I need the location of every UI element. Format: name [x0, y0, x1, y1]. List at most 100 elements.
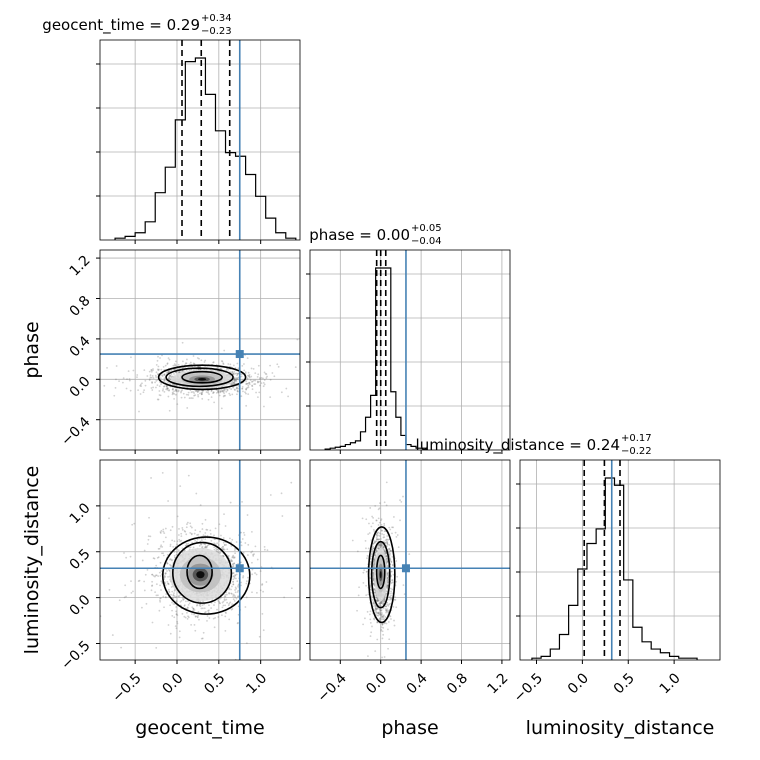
sample-point	[198, 618, 200, 621]
sample-point	[380, 626, 383, 628]
sample-point	[202, 607, 204, 610]
sample-point	[374, 609, 377, 612]
sample-point	[232, 563, 234, 566]
sample-point	[230, 382, 233, 385]
sample-point	[372, 545, 375, 548]
sample-point	[187, 474, 190, 477]
sample-point	[172, 596, 174, 599]
sample-point	[369, 610, 372, 613]
sample-point	[216, 542, 219, 545]
sample-point	[177, 389, 180, 392]
sample-point	[386, 539, 388, 541]
sample-point	[165, 561, 168, 564]
sample-point	[185, 666, 187, 668]
sample-point	[233, 556, 236, 559]
sample-point	[194, 629, 197, 632]
sample-point	[383, 600, 386, 602]
sample-point	[151, 375, 154, 377]
sample-point	[222, 537, 225, 539]
sample-point	[242, 531, 245, 534]
sample-point	[222, 363, 225, 366]
sample-point	[233, 556, 236, 559]
sample-point	[382, 544, 385, 547]
y-axis-label: luminosity_distance	[21, 466, 43, 655]
x-tick-label: −0.5	[511, 670, 546, 705]
sample-point	[169, 378, 172, 380]
sample-point	[371, 551, 373, 553]
sample-point	[236, 393, 238, 396]
sample-point	[294, 366, 297, 369]
sample-point	[381, 613, 383, 615]
sample-point	[369, 586, 372, 589]
sample-point	[379, 544, 382, 547]
sample-point	[392, 526, 395, 529]
sample-point	[251, 388, 254, 391]
sample-point	[377, 546, 380, 549]
sample-point	[253, 379, 255, 382]
sample-point	[167, 582, 170, 585]
sample-point	[222, 600, 225, 603]
sample-point	[210, 389, 213, 392]
sample-point	[368, 522, 370, 525]
sample-point	[198, 357, 200, 360]
sample-point	[384, 541, 387, 544]
sample-point	[269, 494, 272, 496]
sample-point	[245, 582, 248, 585]
sample-point	[389, 595, 391, 598]
title-value: 0.00	[377, 226, 410, 244]
sample-point	[140, 385, 143, 388]
y-tick-label: 0.0	[67, 374, 94, 401]
sample-point	[308, 363, 310, 365]
sample-point	[383, 598, 386, 601]
sample-point	[390, 597, 393, 600]
sample-point	[158, 571, 161, 574]
sample-point	[296, 338, 299, 341]
sample-point	[378, 618, 381, 621]
sample-point	[233, 380, 236, 382]
sample-point	[375, 536, 378, 539]
sample-point	[165, 596, 167, 599]
sample-point	[389, 602, 392, 605]
sample-point	[358, 586, 360, 589]
sample-point	[262, 385, 265, 388]
sample-point	[232, 381, 235, 384]
sample-point	[202, 631, 205, 634]
sample-point	[371, 515, 374, 518]
sample-point	[228, 588, 231, 591]
sample-point	[199, 530, 201, 533]
sample-point	[236, 622, 239, 625]
sample-point	[260, 377, 263, 379]
sample-point	[236, 378, 239, 380]
x-tick-label: 1.0	[243, 670, 270, 697]
sample-point	[191, 397, 194, 400]
sample-point	[184, 616, 187, 619]
sample-point	[386, 608, 389, 611]
sample-point	[173, 390, 175, 393]
sample-point	[252, 367, 255, 370]
sample-point	[385, 552, 388, 555]
sample-point	[377, 517, 380, 520]
sample-point	[265, 377, 268, 379]
sample-point	[118, 380, 120, 383]
sample-point	[232, 595, 235, 598]
sample-point	[400, 500, 403, 503]
sample-point	[388, 548, 390, 550]
sample-point	[198, 604, 201, 607]
sample-point	[379, 613, 382, 615]
sample-point	[166, 385, 168, 388]
sample-point	[245, 580, 248, 583]
sample-point	[236, 390, 239, 393]
sample-point	[163, 576, 166, 579]
sample-point	[234, 389, 236, 391]
sample-point	[367, 533, 370, 535]
sample-point	[379, 609, 382, 612]
sample-point	[390, 618, 392, 620]
sample-point	[389, 587, 392, 590]
sample-point	[201, 522, 204, 525]
sample-point	[224, 593, 226, 596]
sample-point	[123, 596, 126, 599]
sample-point	[167, 624, 170, 626]
sample-point	[164, 527, 167, 530]
sample-point	[387, 610, 390, 613]
sample-point	[188, 602, 191, 605]
